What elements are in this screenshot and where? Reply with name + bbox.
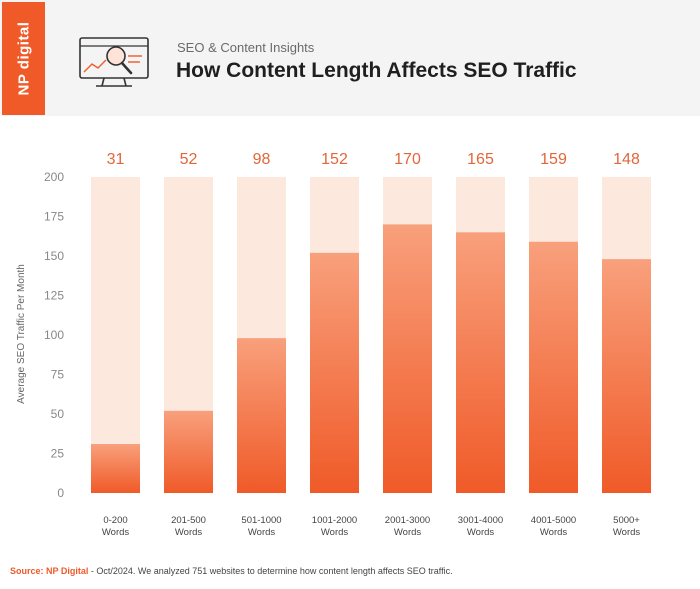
bar xyxy=(310,252,359,493)
x-tick-label: 0-200 Words xyxy=(102,515,130,538)
bar xyxy=(529,241,578,493)
bar-value-label: 52 xyxy=(180,151,198,168)
bar-chart: Average SEO Traffic Per Month 0 25 50 75 100… xyxy=(16,151,651,538)
bar-value-label: 152 xyxy=(321,151,348,168)
y-tick-label: 175 xyxy=(44,210,64,224)
x-tick-label: 1001-2000 Words xyxy=(312,515,357,538)
header-banner: NP digital SEO & Content Insights How Co… xyxy=(0,0,700,116)
x-tick-label: 3001-4000 Words xyxy=(458,515,503,538)
chart-title: How Content Length Affects SEO Traffic xyxy=(176,59,577,82)
y-tick-label: 50 xyxy=(51,407,65,421)
bar-value-label: 170 xyxy=(394,151,421,168)
bar-value-label: 98 xyxy=(253,151,271,168)
bar-background xyxy=(91,177,140,493)
y-tick-label: 100 xyxy=(44,328,64,342)
x-tick-label: 5000+ Words xyxy=(613,515,641,538)
bar xyxy=(383,224,432,493)
logo-text: NP digital xyxy=(15,21,32,96)
y-axis-ticks: 0 25 50 75 100 125 150 175 200 xyxy=(44,170,64,500)
y-tick-label: 150 xyxy=(44,249,64,263)
bars-group xyxy=(91,177,651,494)
bar-value-label: 159 xyxy=(540,151,567,168)
bar xyxy=(164,410,213,493)
bar xyxy=(456,232,505,494)
source-label: Source: xyxy=(10,566,44,576)
value-labels: 31 52 98 152 170 165 159 148 xyxy=(107,151,640,168)
bar xyxy=(237,338,286,493)
x-tick-label: 501-1000 Words xyxy=(241,515,281,538)
bar xyxy=(602,259,651,493)
header-subtitle: SEO & Content Insights xyxy=(177,40,315,55)
y-tick-label: 200 xyxy=(44,170,64,184)
y-tick-label: 0 xyxy=(57,486,64,500)
source-note: Source: NP Digital - Oct/2024. We analyz… xyxy=(10,566,453,576)
y-tick-label: 75 xyxy=(51,368,65,382)
x-tick-label: 2001-3000 Words xyxy=(385,515,430,538)
np-digital-logo: NP digital xyxy=(2,2,45,115)
x-tick-label: 201-500 Words xyxy=(171,515,206,538)
bar-value-label: 165 xyxy=(467,151,494,168)
bar-value-label: 31 xyxy=(107,151,125,168)
source-org: NP Digital xyxy=(46,566,89,576)
bar xyxy=(91,444,140,493)
monitor-magnifier-icon xyxy=(79,37,149,87)
y-axis-label: Average SEO Traffic Per Month xyxy=(16,264,27,404)
y-tick-label: 25 xyxy=(51,447,65,461)
x-axis-labels: 0-200 Words 201-500 Words 501-1000 Words 1001-… xyxy=(102,515,641,538)
bar-value-label: 148 xyxy=(613,151,640,168)
x-tick-label: 4001-5000 Words xyxy=(531,515,576,538)
y-tick-label: 125 xyxy=(44,289,64,303)
source-text: - Oct/2024. We analyzed 751 websites to … xyxy=(88,566,453,576)
